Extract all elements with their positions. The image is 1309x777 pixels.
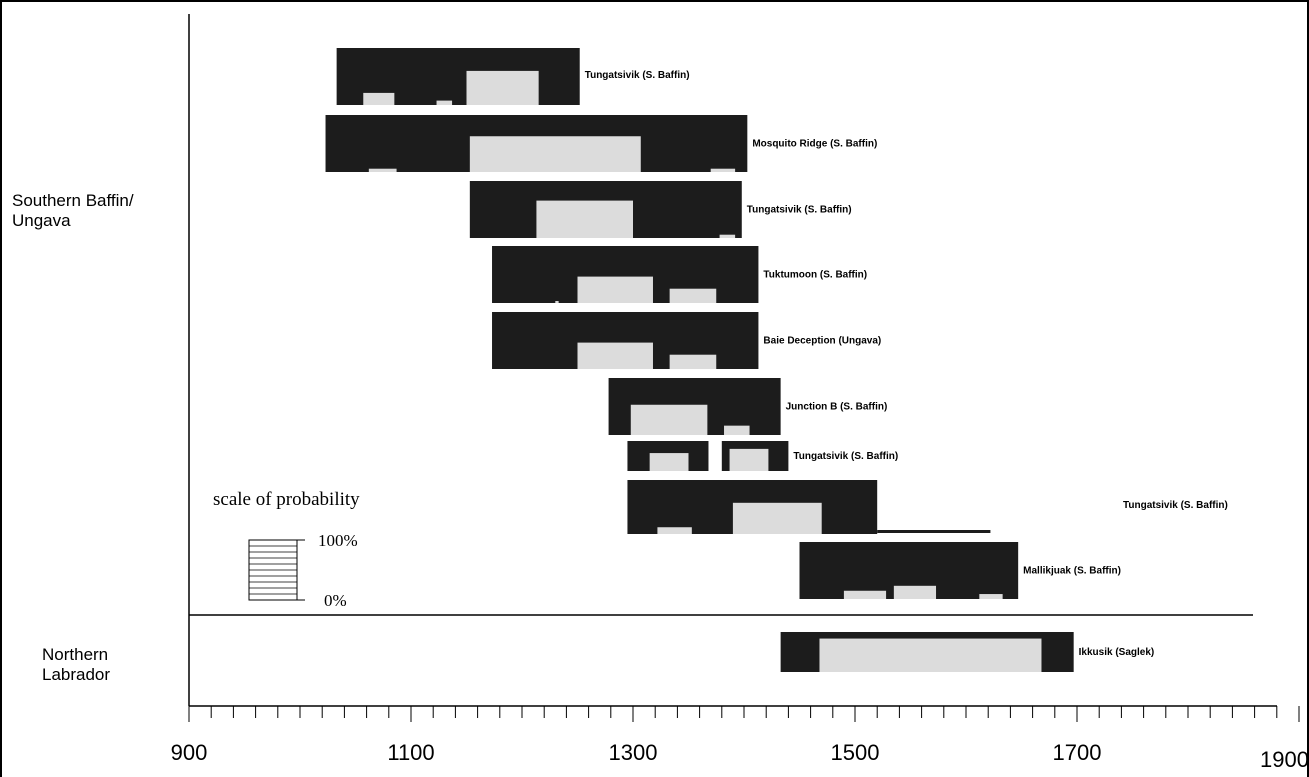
probability-block bbox=[436, 100, 453, 105]
probability-block bbox=[979, 594, 1003, 599]
site-label: Baie Deception (Ungava) bbox=[763, 336, 881, 347]
date-range-tail bbox=[877, 530, 991, 533]
probability-block bbox=[657, 527, 692, 534]
site-label: Ikkusik (Saglek) bbox=[1079, 647, 1155, 658]
group-label-northern-labrador: Northern Labrador bbox=[42, 645, 110, 685]
probability-scale: scale of probability 100% 0% bbox=[213, 489, 360, 610]
tick-label: 1500 bbox=[831, 740, 880, 765]
probability-block bbox=[555, 301, 559, 303]
site-row: Tungatsivik (S. Baffin) bbox=[336, 48, 690, 105]
tick-label: 1900 bbox=[1260, 747, 1309, 772]
site-label: Tungatsivik (S. Baffin) bbox=[793, 451, 898, 462]
probability-block bbox=[843, 590, 887, 599]
tick-label: 1700 bbox=[1053, 740, 1102, 765]
site-row: Mallikjuak (S. Baffin) bbox=[799, 542, 1121, 599]
probability-block bbox=[536, 200, 633, 238]
probability-block bbox=[577, 276, 653, 303]
probability-block bbox=[577, 342, 653, 369]
probability-block bbox=[363, 92, 395, 105]
probability-block bbox=[819, 638, 1042, 672]
probability-scale-max: 100% bbox=[318, 531, 358, 550]
site-label: Tungatsivik (S. Baffin) bbox=[747, 205, 852, 216]
site-row: Tuktumoon (S. Baffin) bbox=[492, 246, 867, 303]
probability-block bbox=[466, 70, 539, 105]
site-row: Tungatsivik (S. Baffin) bbox=[627, 441, 898, 471]
group-label-line: Labrador bbox=[42, 665, 111, 684]
site-label: Junction B (S. Baffin) bbox=[786, 402, 888, 413]
probability-block bbox=[893, 585, 937, 599]
probability-block bbox=[669, 288, 717, 303]
site-row: Tungatsivik (S. Baffin) bbox=[627, 480, 1228, 534]
x-axis-ticks bbox=[188, 706, 1300, 722]
site-label: Tuktumoon (S. Baffin) bbox=[763, 270, 867, 281]
site-row: Tungatsivik (S. Baffin) bbox=[469, 181, 852, 238]
site-row: Mosquito Ridge (S. Baffin) bbox=[325, 115, 877, 172]
group-label-line: Northern bbox=[42, 645, 109, 664]
site-label: Mosquito Ridge (S. Baffin) bbox=[752, 139, 877, 150]
probability-scale-title: scale of probability bbox=[213, 489, 360, 510]
probability-scale-min: 0% bbox=[324, 591, 347, 610]
probability-block bbox=[649, 453, 689, 471]
probability-block bbox=[630, 404, 708, 435]
probability-block bbox=[669, 354, 717, 369]
x-axis-tick-labels: 900 1100 1300 1500 1700 1900 bbox=[171, 740, 1309, 772]
tick-label: 900 bbox=[171, 740, 208, 765]
group-label-line: Ungava bbox=[12, 211, 71, 230]
probability-block bbox=[729, 448, 769, 471]
site-row: Ikkusik (Saglek) bbox=[780, 632, 1155, 672]
group-label-southern-baffin-ungava: Southern Baffin/ Ungava bbox=[12, 191, 134, 231]
site-bars: Tungatsivik (S. Baffin) Mosquito Ridge (S… bbox=[325, 48, 1228, 672]
tick-label: 1100 bbox=[387, 740, 434, 765]
site-row: Baie Deception (Ungava) bbox=[492, 312, 881, 369]
probability-block bbox=[469, 136, 641, 172]
site-row: Junction B (S. Baffin) bbox=[608, 378, 888, 435]
probability-block bbox=[368, 168, 397, 172]
probability-block bbox=[719, 234, 736, 238]
probability-scale-box bbox=[248, 539, 305, 601]
probability-block bbox=[732, 502, 822, 534]
tick-label: 1300 bbox=[609, 740, 658, 765]
site-label: Tungatsivik (S. Baffin) bbox=[585, 70, 690, 81]
probability-block bbox=[724, 425, 750, 435]
group-label-line: Southern Baffin/ bbox=[12, 191, 134, 210]
site-label: Tungatsivik (S. Baffin) bbox=[1123, 500, 1228, 511]
site-label: Mallikjuak (S. Baffin) bbox=[1023, 566, 1121, 577]
probability-block bbox=[710, 168, 736, 172]
